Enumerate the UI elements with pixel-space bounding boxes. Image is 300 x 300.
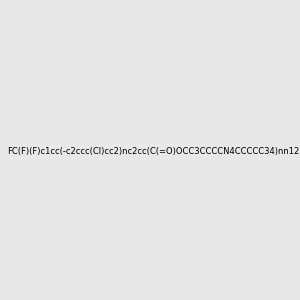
Text: FC(F)(F)c1cc(-c2ccc(Cl)cc2)nc2cc(C(=O)OCC3CCCCN4CCCCC34)nn12: FC(F)(F)c1cc(-c2ccc(Cl)cc2)nc2cc(C(=O)OC… bbox=[8, 147, 300, 156]
